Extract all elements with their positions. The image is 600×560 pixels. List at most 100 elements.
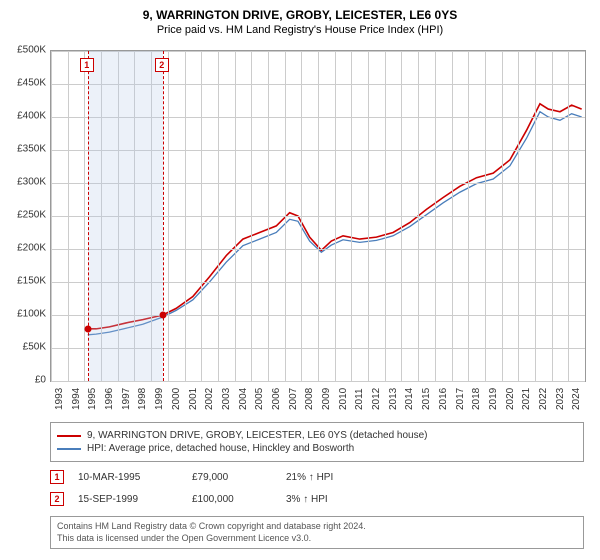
y-axis-label: £350K	[0, 144, 46, 155]
transaction-pct: 21% ↑ HPI	[286, 472, 366, 483]
gridline-v	[201, 51, 202, 381]
x-axis-label: 1998	[137, 388, 148, 410]
transaction-price: £79,000	[192, 472, 272, 483]
x-axis-label: 2002	[204, 388, 215, 410]
transaction-vline	[163, 51, 164, 381]
transaction-date: 15-SEP-1999	[78, 494, 178, 505]
transaction-marker: 1	[50, 470, 64, 484]
gridline-v	[218, 51, 219, 381]
gridline-v	[518, 51, 519, 381]
gridline-v	[301, 51, 302, 381]
gridline-h	[51, 381, 585, 382]
chart-subtitle: Price paid vs. HM Land Registry's House …	[0, 24, 600, 36]
x-axis-label: 1999	[154, 388, 165, 410]
legend-box: 9, WARRINGTON DRIVE, GROBY, LEICESTER, L…	[50, 422, 584, 462]
y-axis-label: £250K	[0, 210, 46, 221]
x-axis-label: 2003	[221, 388, 232, 410]
x-axis-label: 2012	[371, 388, 382, 410]
x-axis-label: 2007	[288, 388, 299, 410]
gridline-v	[535, 51, 536, 381]
gridline-v	[435, 51, 436, 381]
transaction-dot	[159, 312, 166, 319]
gridline-v	[368, 51, 369, 381]
x-axis-label: 1996	[104, 388, 115, 410]
gridline-v	[51, 51, 52, 381]
gridline-v	[351, 51, 352, 381]
x-axis-label: 2000	[171, 388, 182, 410]
legend-line-red	[57, 435, 81, 437]
x-axis-label: 2019	[488, 388, 499, 410]
chart-plot-area	[50, 50, 586, 382]
x-axis-label: 2014	[404, 388, 415, 410]
transaction-marker: 2	[50, 492, 64, 506]
x-axis-label: 2016	[438, 388, 449, 410]
transaction-price: £100,000	[192, 494, 272, 505]
transaction-pct: 3% ↑ HPI	[286, 494, 366, 505]
marker-box: 2	[155, 58, 169, 72]
transaction-date: 10-MAR-1995	[78, 472, 178, 483]
gridline-v	[251, 51, 252, 381]
x-axis-label: 2001	[188, 388, 199, 410]
transaction-row: 2 15-SEP-1999 £100,000 3% ↑ HPI	[50, 488, 584, 510]
x-axis-label: 1994	[71, 388, 82, 410]
x-axis-label: 2017	[455, 388, 466, 410]
gridline-v	[68, 51, 69, 381]
y-axis-label: £200K	[0, 243, 46, 254]
legend-row-red: 9, WARRINGTON DRIVE, GROBY, LEICESTER, L…	[57, 430, 577, 441]
gridline-v	[468, 51, 469, 381]
x-axis-label: 2005	[254, 388, 265, 410]
y-axis-label: £300K	[0, 177, 46, 188]
gridline-v	[568, 51, 569, 381]
y-axis-label: £50K	[0, 342, 46, 353]
x-axis-label: 2015	[421, 388, 432, 410]
y-axis-label: £100K	[0, 309, 46, 320]
gridline-v	[452, 51, 453, 381]
gridline-v	[235, 51, 236, 381]
gridline-v	[385, 51, 386, 381]
gridline-v	[285, 51, 286, 381]
x-axis-label: 2009	[321, 388, 332, 410]
y-axis-label: £500K	[0, 45, 46, 56]
legend-label-blue: HPI: Average price, detached house, Hinc…	[87, 443, 354, 454]
marker-box: 1	[80, 58, 94, 72]
chart-title: 9, WARRINGTON DRIVE, GROBY, LEICESTER, L…	[0, 0, 600, 22]
x-axis-label: 1997	[121, 388, 132, 410]
gridline-v	[268, 51, 269, 381]
footer-box: Contains HM Land Registry data © Crown c…	[50, 516, 584, 549]
x-axis-label: 1993	[54, 388, 65, 410]
y-axis-label: £150K	[0, 276, 46, 287]
footer-line2: This data is licensed under the Open Gov…	[57, 533, 577, 545]
gridline-v	[401, 51, 402, 381]
gridline-v	[485, 51, 486, 381]
highlight-band	[88, 51, 163, 381]
transactions-table: 1 10-MAR-1995 £79,000 21% ↑ HPI 2 15-SEP-1999…	[50, 466, 584, 510]
legend-label-red: 9, WARRINGTON DRIVE, GROBY, LEICESTER, L…	[87, 430, 428, 441]
y-axis-label: £0	[0, 375, 46, 386]
gridline-v	[418, 51, 419, 381]
x-axis-label: 2020	[505, 388, 516, 410]
x-axis-label: 2024	[571, 388, 582, 410]
x-axis-label: 2023	[555, 388, 566, 410]
transaction-row: 1 10-MAR-1995 £79,000 21% ↑ HPI	[50, 466, 584, 488]
x-axis-label: 2021	[521, 388, 532, 410]
y-axis-label: £450K	[0, 78, 46, 89]
gridline-v	[552, 51, 553, 381]
x-axis-label: 2010	[338, 388, 349, 410]
x-axis-label: 2018	[471, 388, 482, 410]
x-axis-label: 2011	[354, 388, 365, 410]
legend-line-blue	[57, 448, 81, 450]
legend-row-blue: HPI: Average price, detached house, Hinc…	[57, 443, 577, 454]
x-axis-label: 2008	[304, 388, 315, 410]
x-axis-label: 2022	[538, 388, 549, 410]
x-axis-label: 2013	[388, 388, 399, 410]
x-axis-label: 2004	[238, 388, 249, 410]
transaction-dot	[84, 325, 91, 332]
gridline-v	[168, 51, 169, 381]
x-axis-label: 2006	[271, 388, 282, 410]
gridline-v	[502, 51, 503, 381]
y-axis-label: £400K	[0, 111, 46, 122]
footer-line1: Contains HM Land Registry data © Crown c…	[57, 521, 577, 533]
gridline-v	[335, 51, 336, 381]
x-axis-label: 1995	[87, 388, 98, 410]
gridline-v	[318, 51, 319, 381]
